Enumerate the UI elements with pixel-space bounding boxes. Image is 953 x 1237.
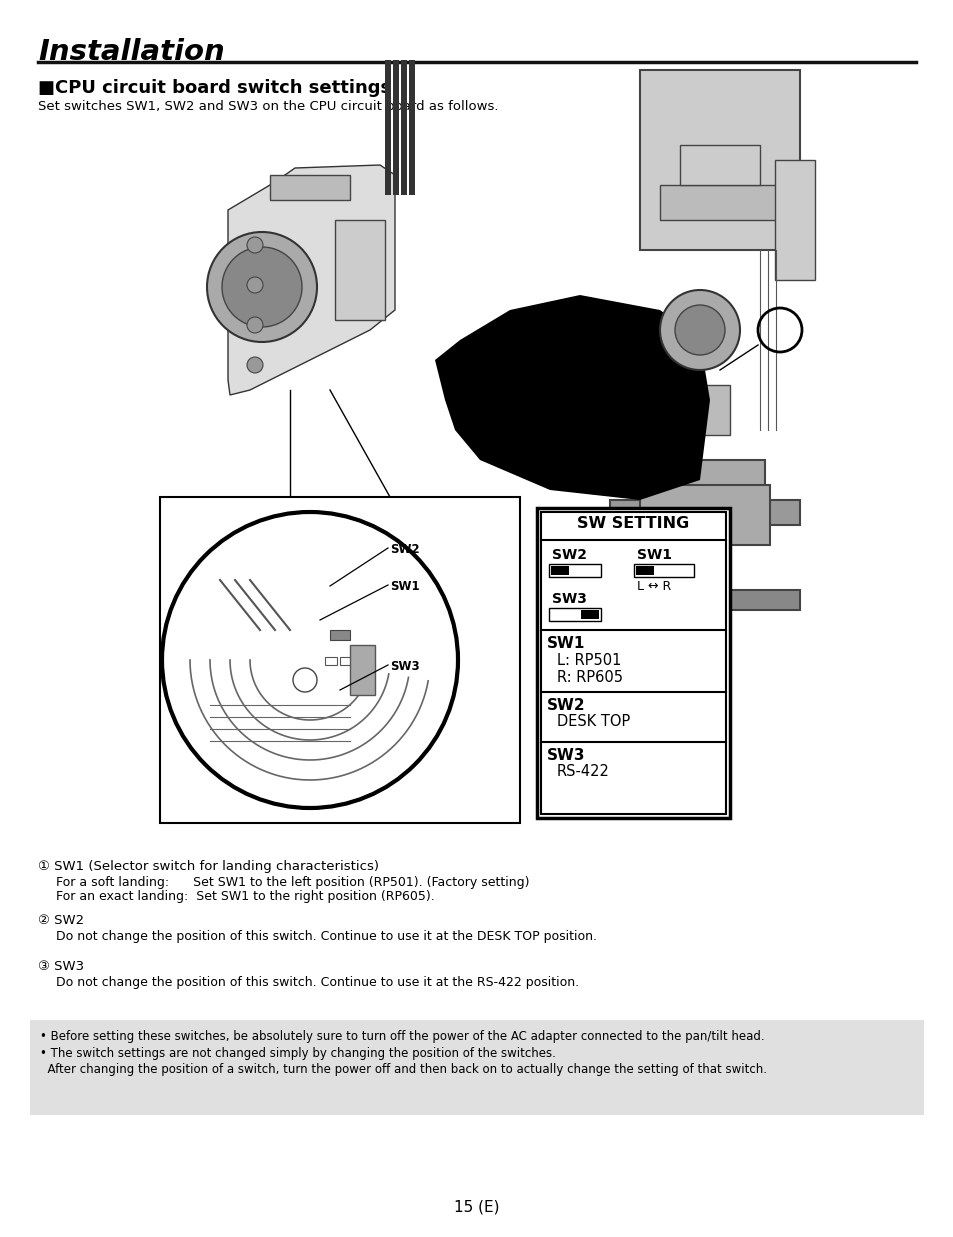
Circle shape <box>162 512 457 808</box>
Text: ② SW2: ② SW2 <box>38 914 84 927</box>
Circle shape <box>247 238 263 254</box>
Text: For an exact landing:  Set SW1 to the right position (RP605).: For an exact landing: Set SW1 to the rig… <box>56 889 435 903</box>
Bar <box>636 567 654 575</box>
Bar <box>339 657 352 666</box>
Bar <box>409 61 415 195</box>
Text: SW3: SW3 <box>390 661 419 673</box>
Circle shape <box>675 306 724 355</box>
Text: Installation: Installation <box>38 38 225 66</box>
Bar <box>350 644 375 695</box>
Bar <box>551 567 568 575</box>
Circle shape <box>247 317 263 333</box>
Bar <box>679 145 760 186</box>
Bar <box>330 630 350 640</box>
Text: • The switch settings are not changed simply by changing the position of the swi: • The switch settings are not changed si… <box>40 1047 556 1060</box>
Circle shape <box>207 233 316 341</box>
Text: ③ SW3: ③ SW3 <box>38 960 84 974</box>
Text: SW2: SW2 <box>552 548 586 562</box>
Text: DESK TOP: DESK TOP <box>557 714 630 729</box>
Polygon shape <box>435 294 709 500</box>
Text: ① SW1 (Selector switch for landing characteristics): ① SW1 (Selector switch for landing chara… <box>38 860 378 873</box>
Bar <box>580 610 598 618</box>
Bar <box>634 564 693 576</box>
Bar <box>548 609 600 621</box>
Bar <box>659 186 780 220</box>
Text: Do not change the position of this switch. Continue to use it at the DESK TOP po: Do not change the position of this switc… <box>56 930 597 943</box>
Text: SW2: SW2 <box>546 698 585 713</box>
Text: • Before setting these switches, be absolutely sure to turn off the power of the: • Before setting these switches, be abso… <box>40 1030 763 1043</box>
Text: SW1: SW1 <box>390 580 419 593</box>
Bar <box>335 220 385 320</box>
Text: SW SETTING: SW SETTING <box>577 516 689 531</box>
Bar <box>548 564 600 576</box>
Bar <box>385 61 391 195</box>
Text: L: RP501: L: RP501 <box>557 653 620 668</box>
Text: After changing the position of a switch, turn the power off and then back on to : After changing the position of a switch,… <box>40 1063 766 1076</box>
Bar <box>537 508 729 818</box>
Polygon shape <box>228 165 395 395</box>
Bar <box>609 590 800 610</box>
Bar <box>639 485 769 546</box>
Circle shape <box>247 277 263 293</box>
Bar <box>325 657 336 666</box>
Bar <box>639 71 800 250</box>
Text: Do not change the position of this switch. Continue to use it at the RS-422 posi: Do not change the position of this switc… <box>56 976 578 990</box>
Bar <box>400 61 407 195</box>
Text: Set switches SW1, SW2 and SW3 on the CPU circuit board as follows.: Set switches SW1, SW2 and SW3 on the CPU… <box>38 100 498 113</box>
Circle shape <box>293 668 316 691</box>
Circle shape <box>247 357 263 374</box>
Bar <box>609 500 800 524</box>
Bar <box>160 497 519 823</box>
Bar <box>644 460 764 490</box>
Text: SW1: SW1 <box>546 636 585 651</box>
Circle shape <box>222 247 302 327</box>
Text: L ↔ R: L ↔ R <box>637 580 671 593</box>
Text: For a soft landing:      Set SW1 to the left position (RP501). (Factory setting): For a soft landing: Set SW1 to the left … <box>56 876 529 889</box>
Bar <box>774 160 814 280</box>
Circle shape <box>659 289 740 370</box>
Text: RS-422: RS-422 <box>557 764 609 779</box>
Bar <box>540 512 725 814</box>
Text: 15 (E): 15 (E) <box>454 1200 499 1215</box>
Text: SW1: SW1 <box>637 548 671 562</box>
Text: ■CPU circuit board switch settings: ■CPU circuit board switch settings <box>38 79 391 96</box>
Bar <box>30 1021 923 1115</box>
Bar <box>679 385 729 435</box>
Text: SW3: SW3 <box>552 593 586 606</box>
Text: SW2: SW2 <box>390 543 419 555</box>
Bar <box>270 174 350 200</box>
Text: R: RP605: R: RP605 <box>557 670 622 685</box>
Text: SW3: SW3 <box>546 748 585 763</box>
Bar <box>393 61 398 195</box>
